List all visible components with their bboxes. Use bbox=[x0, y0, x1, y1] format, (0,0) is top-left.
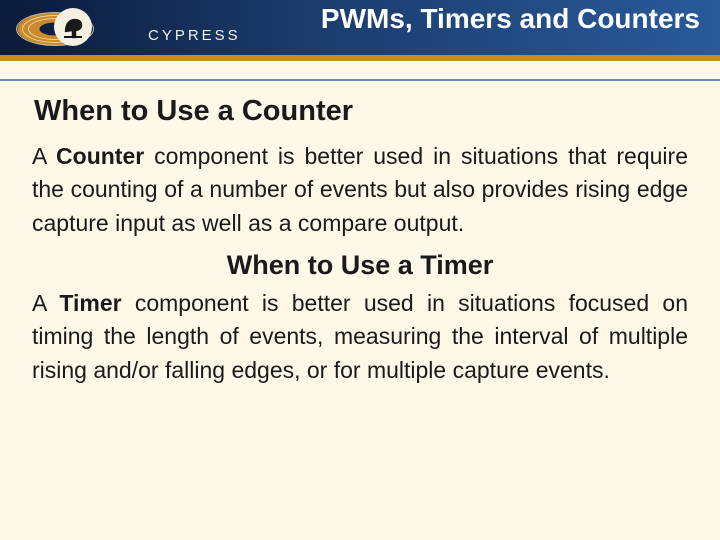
logo-swirl-icon bbox=[10, 8, 100, 50]
logo-tree-icon bbox=[54, 8, 92, 46]
header-underline bbox=[0, 79, 720, 81]
heading-timer: When to Use a Timer bbox=[28, 250, 692, 281]
header: CYPRESS PWMs, Timers and Counters bbox=[0, 0, 720, 85]
content: When to Use a Counter A Counter componen… bbox=[0, 85, 720, 387]
slide-title: PWMs, Timers and Counters bbox=[310, 4, 700, 35]
para1-bold: Counter bbox=[56, 143, 144, 169]
para2-prefix: A bbox=[32, 290, 59, 316]
paragraph-counter: A Counter component is better used in si… bbox=[32, 140, 688, 240]
slide: CYPRESS PWMs, Timers and Counters When t… bbox=[0, 0, 720, 540]
para2-rest: component is better used in situations f… bbox=[32, 290, 688, 383]
brand-name: CYPRESS bbox=[148, 27, 241, 44]
logo: CYPRESS bbox=[10, 8, 241, 50]
para2-bold: Timer bbox=[59, 290, 121, 316]
header-background: CYPRESS PWMs, Timers and Counters bbox=[0, 0, 720, 55]
para1-prefix: A bbox=[32, 143, 56, 169]
header-accent-bar bbox=[0, 55, 720, 61]
paragraph-timer: A Timer component is better used in situ… bbox=[32, 287, 688, 387]
heading-counter: When to Use a Counter bbox=[34, 95, 692, 128]
